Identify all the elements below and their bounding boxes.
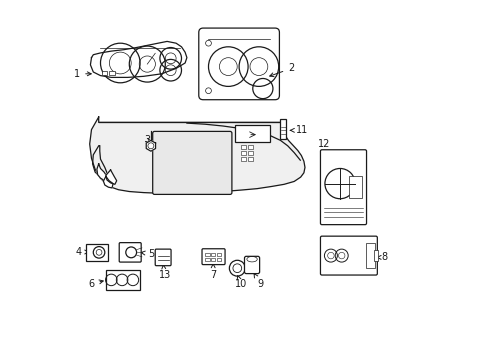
Bar (109, 71, 114, 75)
Bar (211, 258, 215, 261)
Bar (279, 119, 285, 139)
Polygon shape (106, 170, 117, 184)
Polygon shape (146, 140, 155, 151)
Bar (86, 244, 107, 261)
Bar (216, 253, 221, 256)
Bar (205, 253, 209, 256)
Polygon shape (89, 117, 305, 193)
Text: 8: 8 (375, 252, 387, 262)
Polygon shape (97, 164, 107, 181)
Polygon shape (90, 41, 186, 77)
Bar (205, 258, 209, 261)
Bar (106, 270, 140, 290)
FancyBboxPatch shape (152, 131, 231, 194)
Text: 13: 13 (158, 265, 170, 280)
Bar (241, 151, 245, 155)
Bar (235, 125, 269, 142)
Bar (247, 151, 253, 155)
Polygon shape (103, 176, 113, 188)
Text: 10: 10 (234, 276, 246, 289)
Text: 11: 11 (289, 125, 307, 135)
Text: 4: 4 (76, 247, 88, 257)
Text: 9: 9 (254, 274, 263, 289)
Bar (373, 250, 378, 261)
FancyBboxPatch shape (155, 249, 171, 266)
Text: 7: 7 (210, 264, 216, 280)
Text: 6: 6 (88, 279, 103, 289)
Bar (102, 71, 107, 75)
Text: 1: 1 (74, 69, 91, 79)
Bar (241, 145, 245, 149)
FancyBboxPatch shape (244, 256, 259, 274)
Bar (348, 176, 361, 198)
Bar (241, 157, 245, 161)
FancyBboxPatch shape (119, 243, 141, 262)
Bar (365, 243, 374, 268)
FancyBboxPatch shape (199, 28, 279, 100)
Bar (247, 157, 253, 161)
Text: 3: 3 (144, 135, 150, 145)
Bar (247, 145, 253, 149)
Bar (216, 258, 221, 261)
Text: 2: 2 (269, 63, 294, 77)
Bar (211, 253, 215, 256)
Text: 12: 12 (317, 139, 336, 169)
FancyBboxPatch shape (202, 249, 224, 265)
FancyBboxPatch shape (320, 150, 366, 225)
FancyBboxPatch shape (320, 236, 377, 275)
Text: 5: 5 (141, 249, 154, 259)
